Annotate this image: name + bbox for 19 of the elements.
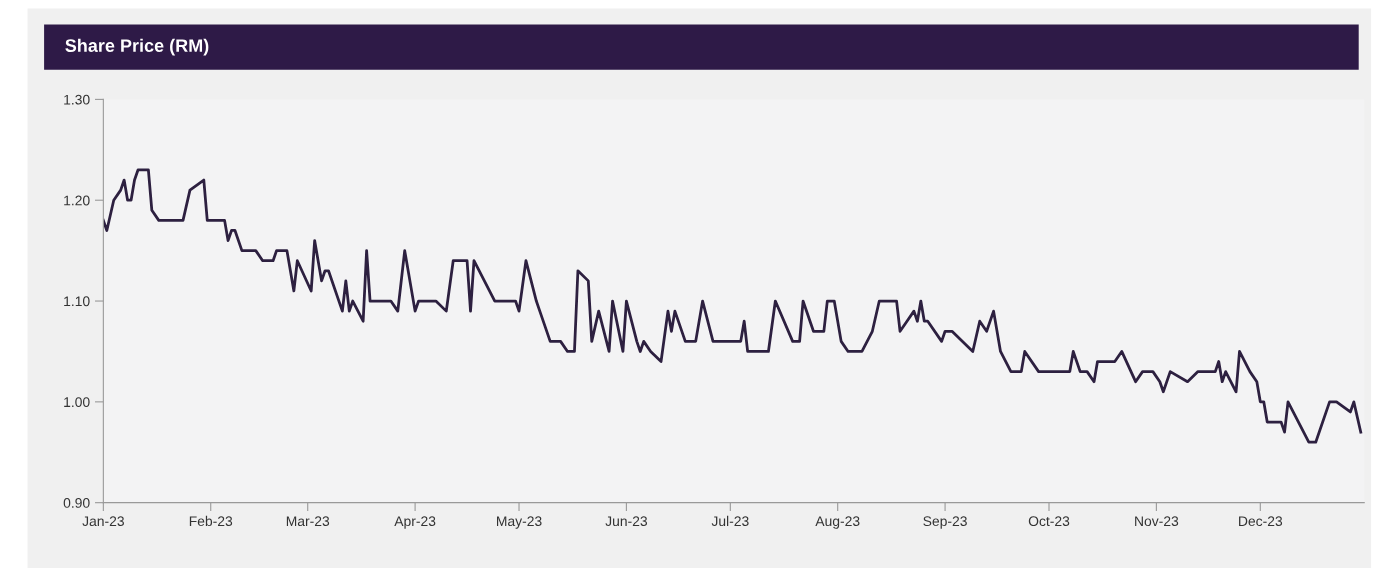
chart-title: Share Price (RM) [65, 38, 209, 56]
y-tick-label: 1.10 [64, 296, 90, 307]
x-tick-label: Mar-23 [286, 516, 330, 527]
x-tick-label: Apr-23 [394, 516, 436, 529]
x-tick-label: Feb-23 [189, 515, 233, 527]
x-tick-label: Nov-23 [1135, 516, 1179, 527]
x-tick-label: Sep-23 [923, 516, 967, 529]
x-tick-label: May-23 [497, 516, 542, 529]
y-tick-label: 1.20 [64, 195, 90, 206]
y-tick-label: 0.90 [63, 498, 90, 508]
x-tick-label: Oct-23 [1028, 516, 1070, 527]
x-tick-label: Jan-23 [82, 516, 124, 527]
line-series [103, 168, 1363, 444]
y-tick-label: 1.30 [64, 94, 90, 105]
x-tick-label: Jul-23 [711, 515, 749, 527]
x-tick-label: Aug-23 [815, 516, 860, 529]
y-tick-label: 1.00 [64, 397, 90, 408]
x-tick-label: Jun-23 [605, 516, 648, 527]
x-tick-label: Dec-23 [1239, 516, 1283, 527]
